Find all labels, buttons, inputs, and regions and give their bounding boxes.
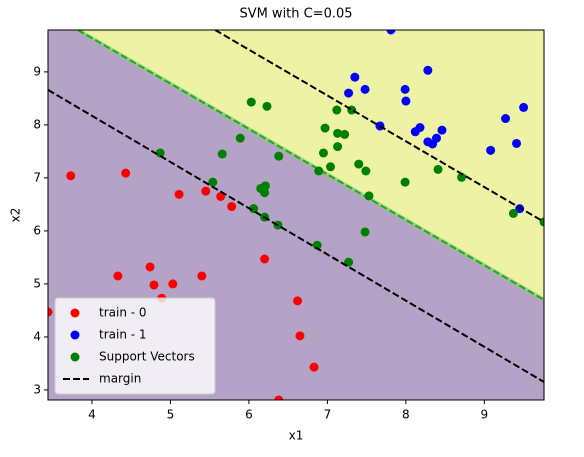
y-axis-label: x2 xyxy=(9,208,23,223)
point xyxy=(437,125,447,135)
point xyxy=(333,128,343,138)
point xyxy=(48,307,53,317)
point xyxy=(208,177,218,187)
legend-label: train - 1 xyxy=(99,328,147,342)
point xyxy=(217,149,227,159)
x-tick-label: 7 xyxy=(324,408,332,422)
point xyxy=(364,191,374,201)
point xyxy=(433,164,443,174)
point xyxy=(168,279,178,289)
point xyxy=(149,280,159,290)
point xyxy=(314,166,324,176)
point xyxy=(350,72,360,82)
point xyxy=(508,208,518,218)
point xyxy=(360,227,370,237)
point xyxy=(293,296,303,306)
y-tick-label: 3 xyxy=(33,382,41,396)
y-tick-label: 8 xyxy=(33,117,41,131)
point xyxy=(246,97,256,107)
point xyxy=(360,84,370,94)
point xyxy=(113,271,123,281)
point xyxy=(121,168,131,178)
point xyxy=(295,331,305,341)
point xyxy=(326,162,336,172)
y-tick-label: 5 xyxy=(33,276,41,290)
point xyxy=(262,101,272,111)
y-tick-label: 9 xyxy=(33,64,41,78)
point xyxy=(423,65,433,75)
legend-swatch xyxy=(70,352,80,362)
point xyxy=(274,395,284,400)
point xyxy=(249,204,259,214)
point xyxy=(260,254,270,264)
point xyxy=(318,148,328,158)
point xyxy=(512,138,522,148)
point xyxy=(155,148,165,158)
point xyxy=(519,102,529,112)
point xyxy=(197,271,207,281)
point xyxy=(386,30,396,35)
legend-swatch xyxy=(70,330,80,340)
point xyxy=(66,171,76,181)
point xyxy=(457,172,467,182)
point xyxy=(145,262,155,272)
legend-swatch xyxy=(70,308,80,318)
point xyxy=(415,123,425,133)
x-tick-label: 5 xyxy=(167,408,175,422)
point xyxy=(235,133,245,143)
y-tick-label: 4 xyxy=(33,329,41,343)
axes-frame xyxy=(47,29,545,401)
x-axis-label: x1 xyxy=(289,429,304,443)
point xyxy=(309,362,319,372)
point xyxy=(400,177,410,187)
legend-label: Support Vectors xyxy=(99,350,195,364)
x-tick-label: 4 xyxy=(88,408,96,422)
point xyxy=(333,142,343,152)
point xyxy=(344,88,354,98)
point xyxy=(332,105,342,115)
legend-box xyxy=(54,297,216,395)
point xyxy=(501,114,511,124)
point xyxy=(216,191,226,201)
point xyxy=(431,133,441,143)
legend-label: train - 0 xyxy=(99,306,147,320)
point xyxy=(361,166,371,176)
x-tick-label: 6 xyxy=(245,408,253,422)
y-tick-label: 6 xyxy=(33,223,41,237)
x-tick-label: 8 xyxy=(402,408,410,422)
point xyxy=(354,159,364,169)
point xyxy=(400,84,410,94)
legend: train - 0 train - 1 Support Vectors margin xyxy=(54,297,216,395)
point xyxy=(201,186,211,196)
margin-line xyxy=(48,89,544,383)
chart-title: SVM with C=0.05 xyxy=(239,7,352,22)
point xyxy=(340,129,350,139)
point xyxy=(486,145,496,155)
point xyxy=(401,96,411,106)
point xyxy=(274,151,284,161)
point xyxy=(260,188,270,198)
y-tick-label: 7 xyxy=(33,170,41,184)
point xyxy=(227,202,237,212)
point xyxy=(260,181,270,191)
x-tick-label: 9 xyxy=(481,408,489,422)
margin-line xyxy=(214,30,544,223)
point xyxy=(312,240,322,250)
point xyxy=(320,123,330,133)
point xyxy=(174,189,184,199)
legend-label: margin xyxy=(99,372,141,386)
